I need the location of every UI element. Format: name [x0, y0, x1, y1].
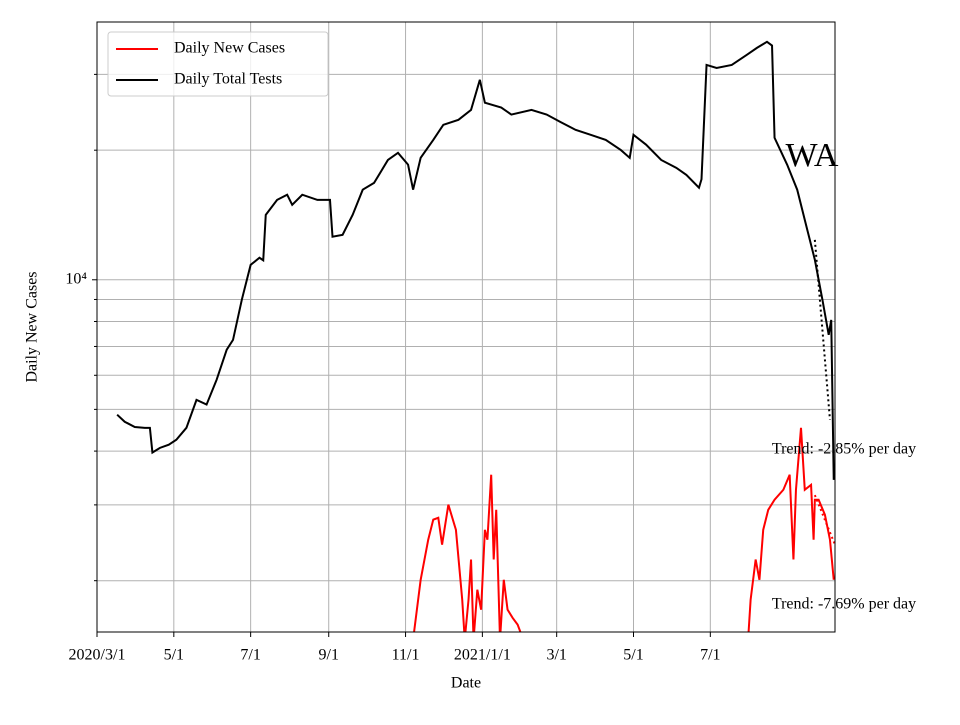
trend-line — [813, 239, 831, 420]
x-tick-label: 7/1 — [700, 647, 720, 664]
region-label: WA — [786, 137, 839, 174]
legend-label: Daily New Cases — [174, 40, 285, 57]
trend-label: Trend: -2.85% per day — [772, 441, 916, 458]
grid — [96, 22, 835, 632]
x-tick-label: 9/1 — [319, 647, 339, 664]
legend-box — [107, 31, 329, 97]
y-axis-label: Daily New Cases — [24, 271, 41, 382]
legend-label: Daily Total Tests — [174, 71, 282, 88]
trend-line — [813, 494, 835, 546]
x-tick-label: 2020/3/1 — [69, 647, 126, 664]
plot-area — [116, 40, 835, 632]
x-tick-label: 7/1 — [240, 647, 260, 664]
trend-label: Trend: -7.69% per day — [772, 596, 916, 613]
legend: Daily New Cases Daily Total Tests — [107, 31, 329, 97]
x-tick-label: 3/1 — [546, 647, 566, 664]
labels: 2020/3/1 5/1 7/1 9/1 11/1 2021/1/1 3/1 5/1 7/1 10… — [65, 73, 916, 664]
x-tick-label: 5/1 — [623, 647, 643, 664]
axes-frame — [96, 21, 836, 633]
series-line — [116, 40, 835, 480]
x-axis-label: Date — [451, 675, 481, 692]
x-tick-label: 2021/1/1 — [454, 647, 511, 664]
x-tick-label: 5/1 — [164, 647, 184, 664]
series-line — [413, 427, 835, 632]
x-tick-label: 11/1 — [392, 647, 420, 664]
y-tick-label: 10⁴ — [65, 270, 87, 287]
